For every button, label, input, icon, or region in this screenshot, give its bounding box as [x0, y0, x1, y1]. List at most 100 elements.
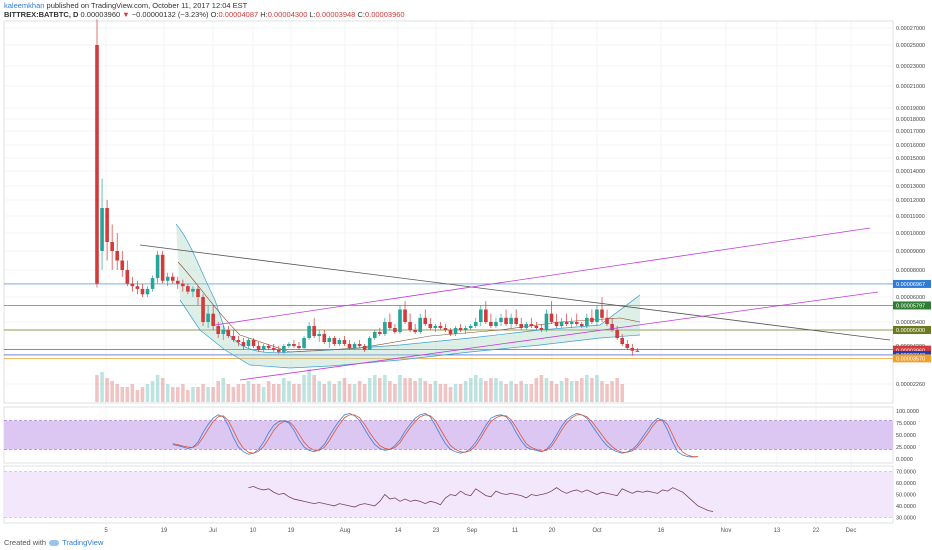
candle-body — [494, 322, 498, 326]
close-value: 0.00003960 — [364, 10, 405, 19]
price-tag — [893, 354, 931, 363]
x-tick-label: Oct — [592, 528, 602, 534]
close-label: C: — [357, 10, 365, 19]
candle-body — [362, 346, 367, 350]
volume-bar — [408, 378, 412, 402]
candle-body — [554, 322, 559, 326]
volume-bar — [292, 384, 296, 402]
price-tag-label: 0.00003570 — [896, 356, 925, 362]
volume-bar — [423, 381, 428, 402]
candle-body — [125, 270, 130, 284]
candle-body — [479, 309, 483, 322]
candle-body — [443, 328, 448, 330]
candle-body — [378, 332, 382, 334]
y-tick-label: 0.00017000 — [896, 129, 925, 135]
candle-body — [231, 336, 236, 340]
y-tick-label: 0.00010000 — [896, 231, 925, 237]
volume-bar — [191, 387, 195, 402]
x-tick-label: Sep — [467, 528, 478, 534]
volume-bar — [438, 384, 443, 402]
tradingview-cloud-icon — [49, 540, 60, 546]
x-tick-label: 13 — [774, 528, 781, 534]
volume-bar — [615, 378, 619, 402]
candle-body — [95, 45, 99, 284]
volume-bar — [433, 381, 438, 402]
y-tick-label: 0.00009000 — [896, 249, 925, 255]
volume-bar — [458, 384, 463, 402]
volume-bar — [226, 384, 231, 402]
y-tick-label: 0.00005400 — [896, 320, 925, 326]
candle-body — [241, 342, 246, 346]
volume-bar — [590, 378, 594, 402]
price-tag-label: 0.00005000 — [896, 328, 925, 334]
candle-body — [458, 328, 463, 330]
volume-bar — [509, 381, 513, 402]
candle-body — [312, 326, 316, 336]
candle-body — [317, 334, 321, 336]
x-tick-label: 16 — [658, 528, 665, 534]
volume-bar — [484, 381, 488, 402]
candle-body — [620, 338, 624, 344]
y-tick-label: 0.00002260 — [896, 382, 925, 388]
volume-bar — [332, 384, 337, 402]
candle-body — [160, 254, 165, 281]
stoch-band — [4, 420, 893, 450]
volume-bar — [347, 384, 352, 402]
bollinger-lower — [179, 299, 641, 369]
candle-body — [327, 338, 332, 342]
volume-bar — [383, 375, 387, 402]
volume-bar — [105, 378, 109, 402]
candle-body — [307, 326, 311, 338]
candle-body — [155, 254, 160, 279]
x-tick-label: 20 — [549, 528, 556, 534]
candle-body — [357, 344, 362, 346]
candle-body — [196, 288, 200, 297]
candle-body — [635, 350, 640, 352]
candle-body — [590, 317, 594, 322]
volume-bar — [201, 384, 205, 402]
candle-body — [332, 338, 337, 344]
volume-bar — [327, 381, 332, 402]
y-tick-label: 0.00012000 — [896, 198, 925, 204]
volume-bar — [489, 378, 493, 402]
volume-bar — [140, 387, 145, 402]
volume-bar — [388, 381, 392, 402]
volume-bar — [95, 375, 99, 402]
rsi-tick-label: 30.0000 — [896, 515, 916, 521]
volume-bar — [165, 384, 170, 402]
volume-bar — [246, 381, 251, 402]
volume-bar — [357, 381, 362, 402]
volume-bar — [282, 378, 286, 402]
candle-body — [544, 313, 549, 330]
volume-bar — [221, 378, 226, 402]
candle-body — [236, 340, 241, 342]
volume-bar — [155, 375, 160, 402]
price-tag — [893, 326, 931, 334]
candle-body — [105, 208, 109, 242]
candle-body — [337, 340, 342, 344]
candle-body — [595, 309, 599, 322]
y-tick-label: 0.00019000 — [896, 106, 925, 112]
price-tag-label: 0.00005797 — [896, 303, 925, 309]
channel-lower-line — [239, 291, 879, 381]
candle-body — [408, 322, 412, 330]
candle-body — [529, 324, 534, 326]
open-value: 0.00004087 — [218, 10, 259, 19]
candle-body — [463, 328, 468, 330]
stoch-tick-label: 50.0000 — [896, 433, 916, 439]
author-link[interactable]: kaleemkhan — [4, 1, 45, 10]
x-tick-label: 14 — [395, 528, 402, 534]
price-tag — [893, 346, 931, 355]
volume-bar — [468, 378, 473, 402]
tradingview-link[interactable]: TradingView — [62, 538, 104, 547]
volume-bar — [251, 384, 256, 402]
x-tick-label: Jul — [209, 528, 217, 534]
rsi-tick-label: 70.0000 — [896, 470, 916, 476]
candle-body — [266, 346, 271, 348]
volume-bar — [595, 375, 599, 402]
volume-bar — [211, 387, 215, 402]
volume-bar — [398, 375, 402, 402]
candle-body — [610, 324, 614, 330]
volume-bar — [206, 387, 210, 402]
